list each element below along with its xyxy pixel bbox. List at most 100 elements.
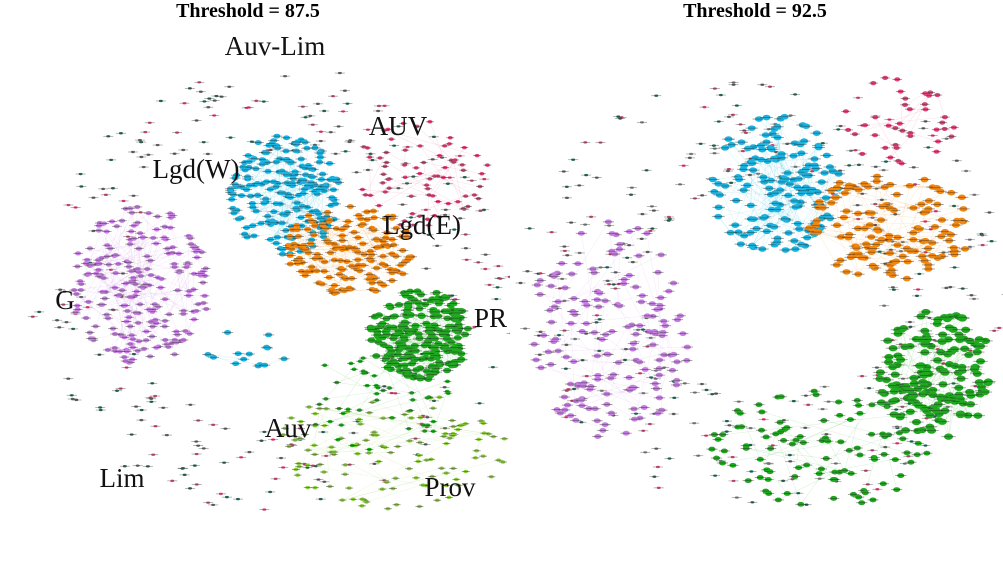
edge xyxy=(361,225,393,281)
edge xyxy=(177,273,201,291)
edge xyxy=(110,248,147,332)
edge xyxy=(168,257,198,315)
right-network xyxy=(515,75,1003,507)
edge xyxy=(722,441,841,464)
edge xyxy=(581,387,635,406)
edge xyxy=(871,251,893,263)
edge xyxy=(102,215,173,293)
node xyxy=(509,332,510,335)
edge xyxy=(324,425,331,487)
edge xyxy=(820,171,834,206)
edge xyxy=(762,187,798,250)
edge xyxy=(760,419,851,460)
edge xyxy=(590,306,599,387)
edge xyxy=(712,176,739,180)
edge xyxy=(427,194,430,220)
edge xyxy=(777,126,810,166)
edge xyxy=(103,277,145,350)
edge xyxy=(325,390,384,400)
edge xyxy=(784,429,834,480)
edge xyxy=(338,373,364,409)
edge xyxy=(366,471,466,503)
edge xyxy=(99,246,173,265)
edge xyxy=(275,222,313,247)
edge xyxy=(606,354,674,405)
edge xyxy=(347,411,453,436)
edge xyxy=(906,179,925,249)
edge xyxy=(312,221,376,292)
edge xyxy=(777,137,789,196)
edge xyxy=(249,185,292,227)
edge xyxy=(268,184,315,222)
edge xyxy=(365,152,387,196)
edge xyxy=(308,406,394,489)
edge xyxy=(96,266,187,274)
edge xyxy=(264,358,285,366)
edge xyxy=(904,93,926,106)
edge xyxy=(792,443,820,474)
edge xyxy=(135,289,194,296)
edge xyxy=(629,231,674,355)
edge xyxy=(137,206,199,305)
edge xyxy=(718,201,801,217)
edge xyxy=(121,290,139,324)
edge xyxy=(751,202,801,246)
edge xyxy=(890,135,911,158)
edge xyxy=(540,294,587,306)
edge xyxy=(419,145,444,178)
edge xyxy=(124,286,143,358)
edge xyxy=(242,166,327,229)
edge xyxy=(443,177,466,197)
edge xyxy=(124,331,147,338)
edge xyxy=(596,300,606,356)
edge xyxy=(326,408,410,442)
edge xyxy=(103,277,184,312)
edge xyxy=(265,198,313,213)
edge xyxy=(120,244,131,335)
edge xyxy=(315,413,375,433)
edge xyxy=(751,153,802,246)
edge xyxy=(634,344,654,420)
edge xyxy=(132,206,138,278)
edge xyxy=(746,159,777,186)
edge xyxy=(119,237,144,352)
edge xyxy=(114,229,157,349)
edge xyxy=(786,179,795,221)
edge xyxy=(554,275,630,308)
edge xyxy=(760,145,781,191)
edge xyxy=(646,233,664,333)
edge xyxy=(854,109,926,135)
edge xyxy=(76,293,151,357)
edge xyxy=(244,148,308,235)
edge xyxy=(126,321,133,336)
edge xyxy=(453,162,464,209)
edge xyxy=(78,235,189,254)
edge xyxy=(342,459,499,501)
edge xyxy=(156,290,190,324)
edge xyxy=(336,228,397,257)
edge xyxy=(314,445,387,483)
edge xyxy=(416,338,420,370)
edge xyxy=(374,272,393,291)
edge xyxy=(307,464,427,486)
edge xyxy=(423,162,482,175)
edge xyxy=(608,221,620,306)
edge xyxy=(314,417,392,427)
edge xyxy=(897,185,911,238)
edge xyxy=(330,381,448,422)
edge xyxy=(419,173,481,187)
edge xyxy=(349,258,370,289)
edge xyxy=(75,290,178,313)
edge xyxy=(410,374,434,422)
edge xyxy=(213,356,261,365)
edge xyxy=(590,386,645,408)
edge xyxy=(336,372,364,383)
edge xyxy=(314,425,447,486)
edge xyxy=(304,189,306,249)
edge xyxy=(882,433,898,490)
edge xyxy=(89,248,180,272)
edge xyxy=(767,160,821,206)
edge xyxy=(554,221,609,307)
edge xyxy=(365,175,435,196)
